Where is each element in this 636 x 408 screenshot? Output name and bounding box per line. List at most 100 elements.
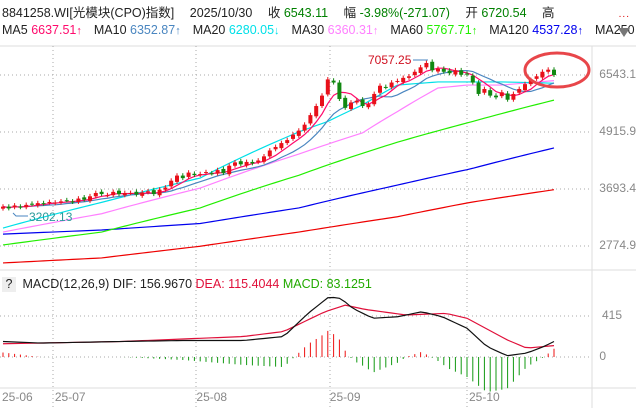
ma-line-ma30 xyxy=(2,80,555,233)
candle xyxy=(401,75,406,85)
candle-body xyxy=(378,85,382,93)
date-tick: 25-07 xyxy=(54,390,86,404)
candle xyxy=(105,192,110,198)
date-tick: 25-10 xyxy=(469,390,500,404)
candle xyxy=(204,169,208,175)
candle-body xyxy=(233,162,237,166)
candle-body xyxy=(418,67,423,73)
candle xyxy=(389,80,394,90)
candle-body xyxy=(250,161,255,164)
candle-body xyxy=(76,198,81,202)
ma-line-ma20 xyxy=(2,81,555,229)
ma-legend-ma120[interactable]: MA120 4537.28↑ xyxy=(489,23,583,37)
candle-body xyxy=(296,130,301,136)
dif-line xyxy=(2,296,555,357)
candle xyxy=(349,100,353,112)
candle xyxy=(343,95,348,110)
candle xyxy=(1,204,5,211)
candle xyxy=(186,170,191,179)
candle xyxy=(430,59,435,73)
macd-header: ? MACD(12,26,9) DIF: 156.9670 DEA: 115.4… xyxy=(2,277,372,292)
candle xyxy=(117,188,121,197)
candle xyxy=(267,148,272,159)
candle xyxy=(372,91,377,107)
candle-body xyxy=(517,88,522,93)
candle xyxy=(279,140,284,151)
candle xyxy=(447,68,452,76)
candle-body xyxy=(192,173,197,176)
ma-value: 6352.87 xyxy=(130,23,176,37)
index-code: 8841258.WI[光模块(CPO)指数] xyxy=(2,6,175,20)
candle-body xyxy=(308,115,313,124)
candle-body xyxy=(88,196,92,201)
candle-body xyxy=(412,71,417,76)
high-price-label: 7057.25 xyxy=(368,53,412,67)
candle xyxy=(192,171,197,178)
candle xyxy=(64,197,69,203)
ma-line-ma10 xyxy=(2,69,555,209)
candle xyxy=(494,93,498,100)
ma-legend-ma30[interactable]: MA30 6360.31↑ xyxy=(292,23,379,37)
candle-body xyxy=(499,92,504,97)
price-tick: 2774.9 xyxy=(599,238,636,252)
candle-body xyxy=(383,86,388,88)
ma-label: MA10 xyxy=(93,23,127,37)
candle-body xyxy=(169,180,174,187)
candle-body xyxy=(24,204,29,208)
candle xyxy=(134,189,139,197)
ma-legend-ma10[interactable]: MA10 6352.87↑ xyxy=(94,23,181,37)
candle xyxy=(99,189,104,197)
date-tick: 25-06 xyxy=(2,390,33,404)
ma-legend-ma20[interactable]: MA20 6280.05↓ xyxy=(193,23,280,37)
candle-body xyxy=(546,69,551,72)
macd-value: MACD: 83.1251 xyxy=(282,277,372,291)
candle xyxy=(24,202,29,210)
candle-body xyxy=(337,82,342,100)
candle-body xyxy=(476,82,481,94)
candle xyxy=(35,200,40,208)
candle xyxy=(546,67,551,74)
candle xyxy=(291,132,295,141)
candle xyxy=(151,187,156,197)
candle-body xyxy=(35,203,40,206)
candle-body xyxy=(122,192,127,196)
candle-body xyxy=(401,77,406,83)
ma-legend-ma60[interactable]: MA60 5767.71↑ xyxy=(390,23,477,37)
candle xyxy=(505,91,510,102)
candle-body xyxy=(436,68,440,72)
candle-body xyxy=(99,191,104,195)
macd-tick: 415 xyxy=(601,308,622,322)
candle-body xyxy=(209,173,214,175)
candle-body xyxy=(528,80,533,85)
candle-body xyxy=(47,201,52,203)
candle-body xyxy=(494,95,498,98)
candle xyxy=(128,190,133,195)
highlight-circle xyxy=(523,51,591,89)
candle xyxy=(366,101,371,110)
candle-body xyxy=(256,160,261,163)
ma-legend-ma5[interactable]: MA5 6637.51↑ xyxy=(2,23,82,37)
macd-title[interactable]: MACD(12,26,9) xyxy=(22,277,110,291)
candle-body xyxy=(1,206,5,209)
ma-line-ma5 xyxy=(2,67,555,209)
close-label: 收 xyxy=(267,6,281,20)
candle xyxy=(59,199,63,205)
price-tick: 3693.4 xyxy=(599,181,636,195)
candle-body xyxy=(238,161,243,165)
candle-body xyxy=(349,102,353,110)
candle-body xyxy=(267,150,272,157)
candle-body xyxy=(389,82,394,88)
candle-body xyxy=(430,61,435,71)
trend-arrow-icon: ↑ xyxy=(577,25,583,37)
more-icon[interactable]: ... xyxy=(618,9,630,20)
date: 2025/10/30 xyxy=(189,6,253,20)
candle xyxy=(325,77,330,97)
candle xyxy=(354,98,359,105)
help-button[interactable]: ? xyxy=(2,277,16,292)
candle-body xyxy=(552,69,556,75)
candle-body xyxy=(540,71,545,78)
dropdown-triangle-icon[interactable] xyxy=(618,28,630,37)
candle-body xyxy=(134,191,139,195)
